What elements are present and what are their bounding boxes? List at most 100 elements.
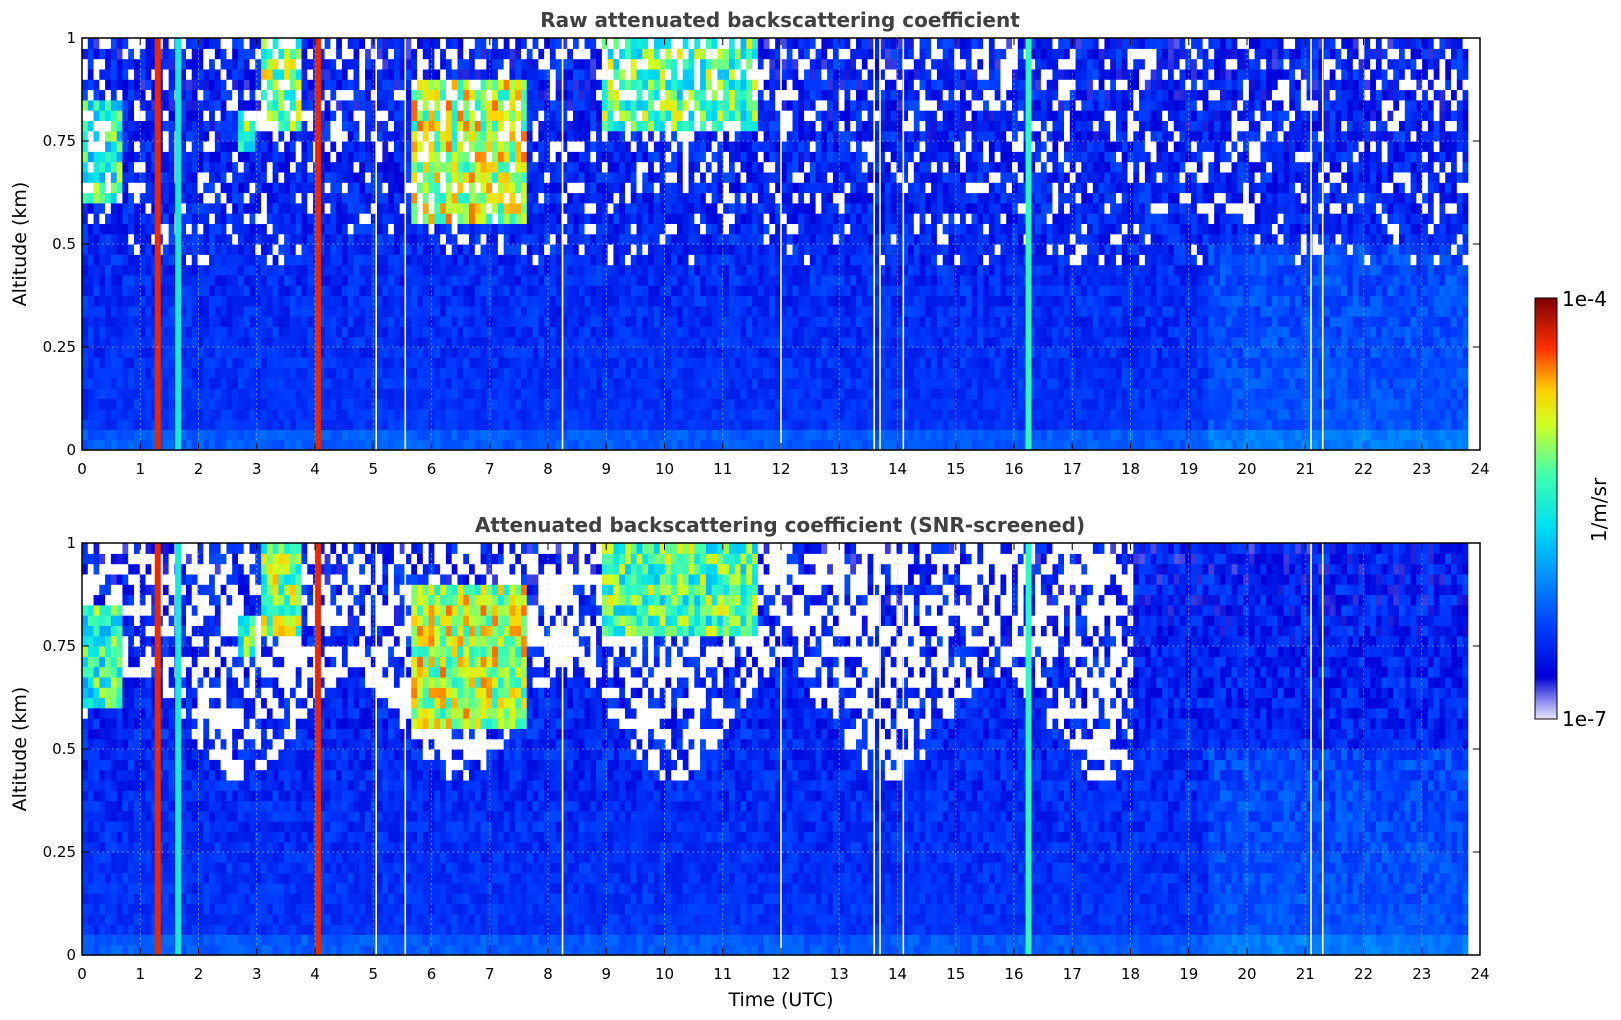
heatmap-cell — [642, 265, 648, 276]
heatmap-cell — [209, 399, 215, 410]
heatmap-cell — [556, 172, 562, 183]
heatmap-cell — [330, 193, 336, 204]
heatmap-cell — [261, 254, 267, 265]
heatmap-cell — [146, 203, 152, 214]
heatmap-cell — [509, 213, 515, 224]
heatmap-cell — [105, 48, 111, 59]
heatmap-cell — [538, 182, 544, 193]
heatmap-cell — [215, 275, 221, 286]
heatmap-cell — [637, 213, 643, 224]
heatmap-cell — [325, 203, 331, 214]
heatmap-cell — [284, 172, 290, 183]
heatmap-cell — [203, 234, 209, 245]
heatmap-cell — [146, 337, 152, 348]
heatmap-cell — [613, 265, 619, 276]
heatmap-cell — [538, 223, 544, 234]
heatmap-cell — [122, 326, 128, 337]
heatmap-cell — [700, 429, 706, 440]
heatmap-cell — [683, 151, 689, 162]
heatmap-cell — [608, 347, 614, 358]
heatmap-cell — [273, 419, 279, 430]
heatmap-cell — [538, 429, 544, 440]
heatmap-cell — [273, 316, 279, 327]
heatmap-cell — [602, 244, 608, 255]
heatmap-cell — [752, 429, 758, 440]
heatmap-cell — [660, 213, 666, 224]
heatmap-cell — [735, 440, 741, 451]
heatmap-cell — [671, 69, 677, 80]
heatmap-cell — [735, 399, 741, 410]
heatmap-cell — [250, 296, 256, 307]
heatmap-cell — [741, 48, 747, 59]
heatmap-cell — [787, 244, 793, 255]
heatmap-cell — [105, 409, 111, 420]
heatmap-cell — [787, 100, 793, 111]
heatmap-cell — [261, 100, 267, 111]
heatmap-cell — [359, 388, 365, 399]
heatmap-cell — [452, 131, 458, 142]
heatmap-cell — [793, 90, 799, 101]
heatmap-cell — [509, 326, 515, 337]
heatmap-cell — [82, 162, 88, 173]
heatmap-cell — [296, 275, 302, 286]
heatmap-cell — [613, 409, 619, 420]
heatmap-cell — [134, 110, 140, 121]
heatmap-cell — [411, 79, 417, 90]
heatmap-cell — [394, 172, 400, 183]
heatmap-cell — [781, 182, 787, 193]
heatmap-cell — [440, 419, 446, 430]
heatmap-cell — [538, 399, 544, 410]
heatmap-cell — [434, 223, 440, 234]
heatmap-cell — [665, 38, 671, 49]
heatmap-cell — [330, 223, 336, 234]
heatmap-cell — [660, 120, 666, 131]
heatmap-cell — [440, 120, 446, 131]
heatmap-cell — [741, 223, 747, 234]
heatmap-cell — [498, 162, 504, 173]
heatmap-cell — [492, 265, 498, 276]
heatmap-cell — [261, 223, 267, 234]
heatmap-cell — [798, 193, 804, 204]
heatmap-cell — [452, 151, 458, 162]
heatmap-cell — [793, 203, 799, 214]
heatmap-cell — [596, 419, 602, 430]
heatmap-cell — [637, 368, 643, 379]
heatmap-cell — [273, 429, 279, 440]
heatmap-cell — [654, 59, 660, 70]
heatmap-cell — [163, 59, 169, 70]
heatmap-cell — [146, 244, 152, 255]
heatmap-cell — [417, 131, 423, 142]
heatmap-cell — [232, 172, 238, 183]
heatmap-cell — [642, 429, 648, 440]
heatmap-cell — [642, 275, 648, 286]
heatmap-cell — [527, 326, 533, 337]
heatmap-cell — [515, 141, 521, 152]
heatmap-cell — [82, 244, 88, 255]
heatmap-cell — [417, 368, 423, 379]
heatmap-cell — [440, 100, 446, 111]
heatmap-cell — [134, 48, 140, 59]
heatmap-cell — [146, 223, 152, 234]
heatmap-cell — [250, 120, 256, 131]
heatmap-cell — [550, 223, 556, 234]
heatmap-cell — [504, 151, 510, 162]
heatmap-cell — [423, 388, 429, 399]
heatmap-cell — [94, 357, 100, 368]
heatmap-cell — [330, 419, 336, 430]
heatmap-cell — [608, 368, 614, 379]
heatmap-cell — [463, 254, 469, 265]
heatmap-cell — [469, 59, 475, 70]
heatmap-cell — [654, 172, 660, 183]
heatmap-cell — [527, 285, 533, 296]
heatmap-cell — [665, 182, 671, 193]
heatmap-cell — [648, 162, 654, 173]
heatmap-cell — [342, 193, 348, 204]
heatmap-cell — [209, 296, 215, 307]
heatmap-cell — [411, 90, 417, 101]
heatmap-cell — [665, 254, 671, 265]
heatmap-cell — [746, 110, 752, 121]
heatmap-cell — [463, 399, 469, 410]
heatmap-cell — [290, 265, 296, 276]
heatmap-cell — [764, 79, 770, 90]
heatmap-cell — [342, 120, 348, 131]
